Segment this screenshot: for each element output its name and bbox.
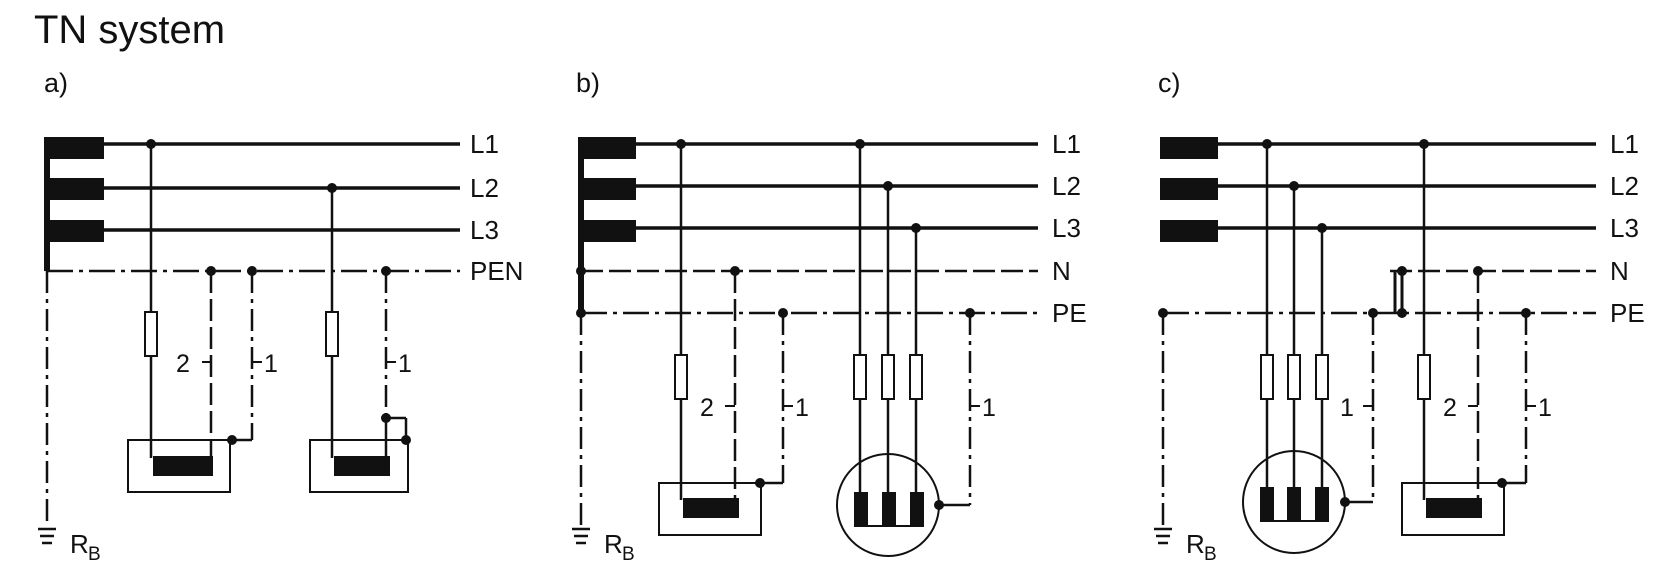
- panel-b-load-1: 2 1: [576, 139, 809, 536]
- panel-c-earth-sub: B: [1204, 544, 1217, 565]
- panel-b-earth-label: R: [604, 529, 623, 559]
- panel-c-source-windings: [1160, 137, 1218, 242]
- panel-b-label: b): [576, 68, 600, 98]
- enclosure: [127, 439, 231, 493]
- panel-b-label-l3: L3: [1052, 213, 1081, 243]
- panel-c-callout-1a: 1: [1340, 394, 1354, 422]
- panel-a: a) R B L1 L2 L3 PEN: [38, 68, 523, 565]
- fuse-icon: [674, 354, 688, 400]
- panel-c-label-l3: L3: [1610, 213, 1639, 243]
- enclosure: [1401, 482, 1505, 536]
- fuse-icon: [1315, 354, 1329, 400]
- panel-a-callout-1b: 1: [398, 350, 412, 378]
- panel-a-source-windings: [44, 137, 104, 271]
- panel-b-label-l1: L1: [1052, 129, 1081, 159]
- fuse-icon: [1417, 354, 1431, 400]
- panel-c-load-1-motor: 1: [1158, 139, 1378, 554]
- panel-b-load-2-motor: 1: [836, 139, 996, 557]
- fuse-icon: [881, 354, 895, 400]
- panel-a-label: a): [44, 68, 68, 98]
- fuse-icon: [325, 311, 339, 357]
- fuse-icon: [1260, 354, 1274, 400]
- panel-c-load-2: 2 1: [1397, 139, 1552, 536]
- panel-a-label-l3: L3: [470, 215, 499, 245]
- panel-c-label-l1: L1: [1610, 129, 1639, 159]
- enclosure: [658, 482, 762, 536]
- panel-c-label-pe: PE: [1610, 298, 1645, 328]
- panel-c-label: c): [1158, 68, 1181, 98]
- fuse-icon: [144, 311, 158, 357]
- panel-b-callout-1a: 1: [795, 394, 809, 422]
- enclosure: [309, 439, 409, 493]
- panel-c-earth-label: R: [1186, 529, 1205, 559]
- fuse-icon: [853, 354, 867, 400]
- panel-b-label-l2: L2: [1052, 171, 1081, 201]
- panel-b-label-n: N: [1052, 256, 1071, 286]
- panel-a-load-2: 1: [309, 183, 412, 493]
- fuse-icon: [909, 354, 923, 400]
- page-title: TN system: [34, 8, 226, 52]
- fuse-icon: [1287, 354, 1301, 400]
- panel-b-source-windings: [578, 137, 636, 313]
- panel-c-label-l2: L2: [1610, 171, 1639, 201]
- panel-a-ground-icon: [38, 527, 56, 545]
- panel-c: c) R B L1 L2 L3 N PE: [1154, 68, 1645, 565]
- panel-c-ground-icon: [1154, 527, 1172, 545]
- panel-c-callout-2: 2: [1443, 394, 1457, 422]
- panel-b-label-pe: PE: [1052, 298, 1087, 328]
- panel-a-label-l2: L2: [470, 173, 499, 203]
- panel-a-earth-sub: B: [88, 544, 101, 565]
- panel-b-callout-1b: 1: [982, 394, 996, 422]
- panel-b-callout-2: 2: [700, 394, 714, 422]
- panel-b: b) R B L1 L2 L3 N PE: [572, 68, 1087, 565]
- panel-b-earth-sub: B: [622, 544, 635, 565]
- panel-a-label-l1: L1: [470, 129, 499, 159]
- panel-a-callout-2: 2: [176, 350, 190, 378]
- panel-c-callout-1b: 1: [1538, 394, 1552, 422]
- panel-a-label-pen: PEN: [470, 256, 523, 286]
- panel-a-earth-label: R: [70, 529, 89, 559]
- panel-b-ground-icon: [572, 527, 590, 545]
- panel-a-callout-1a: 1: [264, 350, 278, 378]
- panel-c-label-n: N: [1610, 256, 1629, 286]
- panel-a-load-1: 2 1: [127, 139, 278, 493]
